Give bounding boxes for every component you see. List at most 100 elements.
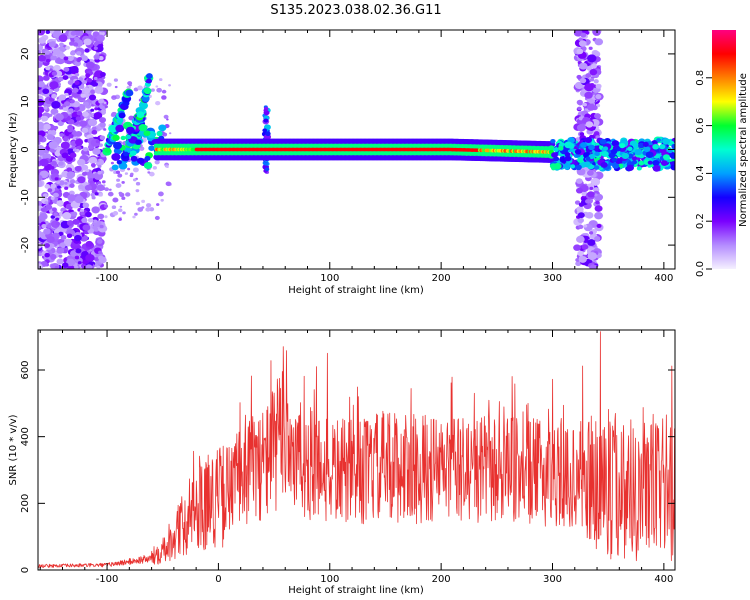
x-tick-label: 300	[543, 273, 562, 284]
spectrogram-cell	[583, 224, 588, 228]
spectrogram-cell	[580, 91, 585, 96]
x-tick-label: 0	[215, 273, 221, 284]
spectrogram-cell	[577, 158, 584, 163]
spectrogram-cell	[51, 207, 57, 212]
spectrogram-cell	[66, 220, 74, 226]
spectrogram-cell	[84, 139, 89, 143]
spectrogram-cell	[585, 212, 594, 219]
spectrogram-cell	[575, 164, 582, 171]
spectrogram-cell	[66, 233, 73, 238]
spectrogram-cell	[38, 149, 45, 156]
spectrogram-cell	[125, 89, 134, 97]
colorbar-gradient	[712, 30, 736, 269]
spectrogram-cell	[61, 262, 69, 268]
spectrogram-cell	[123, 151, 129, 157]
spectrogram-cell	[93, 219, 98, 223]
spectrogram-cell	[84, 48, 90, 53]
y-tick-label: -20	[20, 237, 31, 253]
spectrogram-cell	[584, 83, 594, 92]
spectrogram-cell	[595, 83, 602, 89]
spectrogram-cell	[85, 240, 93, 247]
spectrogram-cell	[62, 212, 72, 220]
spectrogram-cell	[67, 55, 74, 62]
spectrogram-cell	[68, 190, 75, 196]
spectrogram-cell	[83, 38, 92, 46]
spectrogram-cell	[553, 147, 559, 153]
spectrogram-cell	[99, 30, 105, 33]
spectrogram-cell	[612, 162, 620, 169]
y-tick-label: 0	[20, 567, 31, 573]
spectrogram-cell	[62, 136, 69, 142]
spectrogram-cell	[74, 195, 84, 204]
spectrogram-cell	[632, 142, 640, 149]
spectrogram-cell	[70, 31, 77, 36]
spectrogram-cell	[103, 184, 106, 187]
spectrogram-cell	[656, 138, 662, 143]
spectrogram-cell	[138, 123, 148, 132]
colorbar-tick-label: 0.2	[695, 213, 706, 229]
spectrogram-cell	[60, 234, 67, 240]
spectrogram-cell	[159, 78, 163, 82]
spectrogram-cell	[70, 50, 76, 56]
spectrogram-cell	[570, 164, 576, 169]
spectrogram-cell	[578, 37, 583, 42]
x-tick-label: 400	[654, 273, 673, 284]
spectrogram-cell	[101, 180, 106, 184]
spectrogram-cell	[72, 148, 77, 152]
spectrogram-cell	[74, 234, 82, 242]
spectrogram-cell	[95, 140, 100, 144]
spectrogram-cell	[46, 134, 54, 141]
spectrogram-cell	[82, 146, 89, 152]
spectrogram-cell	[52, 48, 61, 55]
spectrogram-cell	[87, 218, 94, 223]
spectrogram-cell	[114, 85, 118, 89]
spectrogram-cell	[96, 184, 105, 191]
spectrogram-cell	[548, 145, 555, 152]
spectrogram-cell	[75, 138, 84, 146]
spectrogram-cell	[584, 91, 593, 99]
spectrogram-cell	[581, 244, 589, 250]
spectrogram-cell	[98, 250, 103, 255]
spectrogram-cell	[58, 161, 64, 166]
spectrogram-cell	[98, 255, 104, 261]
spectrogram-cell	[631, 156, 638, 161]
spectrogram-cell	[77, 158, 86, 166]
spectrogram-cell	[626, 164, 635, 171]
colorbar-ticks: 0.0 0.2 0.4 0.6 0.8	[695, 70, 712, 277]
spectrogram-cell	[589, 186, 594, 191]
spectrogram-cell	[70, 99, 75, 104]
spectrogram-cell	[135, 139, 142, 145]
spectrogram-cell	[45, 204, 53, 210]
spectrogram-cell	[156, 87, 162, 93]
x-tick-label: 100	[320, 574, 339, 585]
spectrogram-cell	[87, 78, 93, 83]
spectrogram-cell	[67, 127, 74, 133]
spectrogram-cell	[51, 93, 57, 99]
spectrogram-cell	[588, 144, 595, 151]
spectrogram-cell	[93, 54, 100, 60]
spectrogram-cell	[570, 148, 576, 153]
spectrogram-cell	[92, 147, 101, 155]
spectrogram-cell	[575, 178, 583, 184]
spectrogram-cell	[111, 153, 121, 161]
spectrogram-cell	[594, 211, 604, 220]
spectrogram-cell	[147, 171, 151, 174]
spectrogram-cell	[74, 80, 80, 86]
spectrogram-cell	[103, 101, 107, 104]
spectrogram-cell	[659, 144, 666, 150]
spectrogram-cell	[77, 176, 86, 184]
spectrogram-cell	[84, 184, 92, 191]
spectrogram-cell	[264, 167, 270, 172]
spectrogram-cell	[94, 107, 99, 111]
spectrogram-cell	[141, 199, 146, 203]
spectrogram-cell	[97, 164, 102, 168]
spectrogram-cell	[59, 42, 64, 47]
spectrogram-cell	[71, 211, 78, 217]
spectrogram-cell	[553, 162, 562, 170]
spectrogram-cell	[88, 94, 97, 101]
spectrogram-cell	[69, 152, 77, 158]
spectrogram-cell	[72, 42, 79, 47]
spectrogram-cell	[58, 105, 64, 110]
spectrogram-cell	[98, 193, 103, 197]
